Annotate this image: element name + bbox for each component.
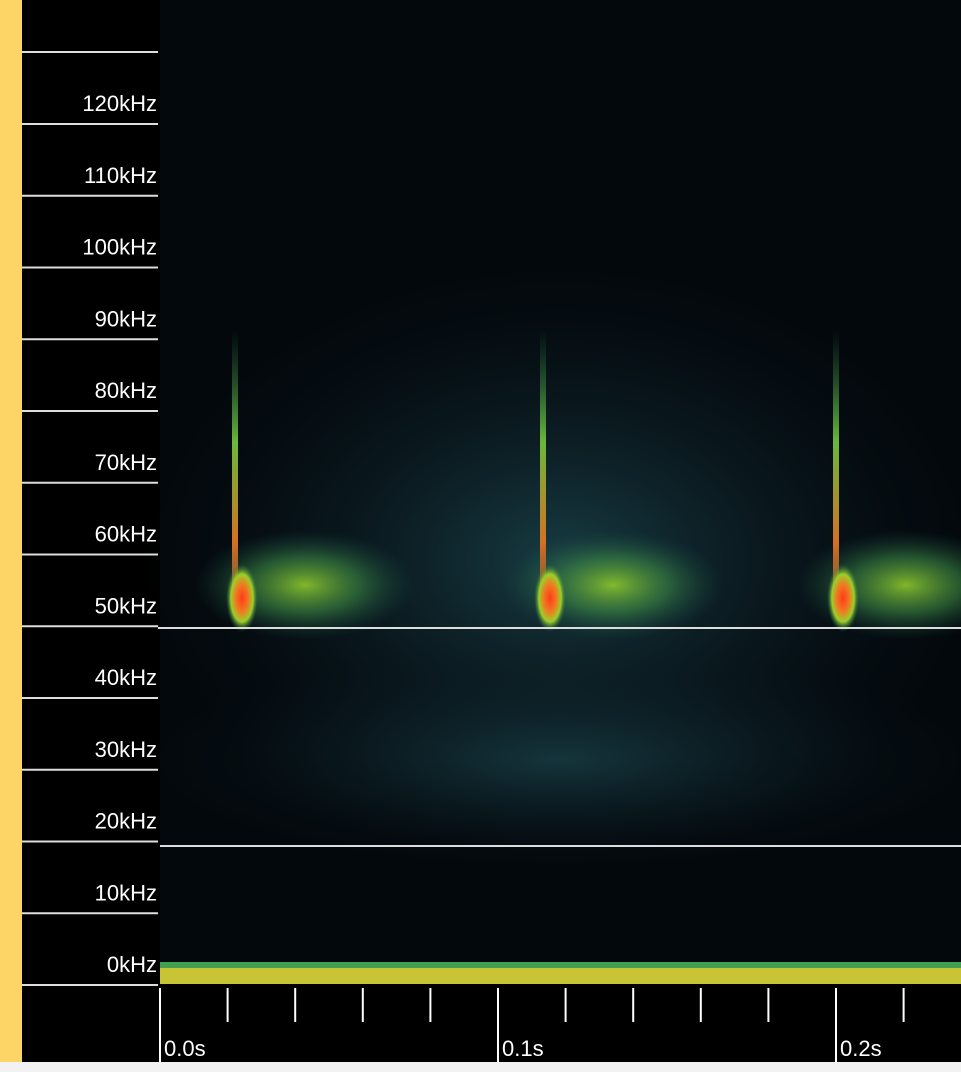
- frequency-label: 80kHz: [95, 378, 157, 403]
- baseline-band-top: [160, 962, 961, 968]
- frequency-label: 100kHz: [82, 235, 157, 260]
- frequency-label: 40kHz: [95, 665, 157, 690]
- frequency-label: 20kHz: [95, 809, 157, 834]
- call-sweep: [540, 330, 546, 610]
- frequency-label: 30kHz: [95, 737, 157, 762]
- frequency-label: 60kHz: [95, 522, 157, 547]
- call-sweep: [833, 330, 839, 610]
- time-label: 0.2s: [840, 1036, 882, 1061]
- frequency-label: 50kHz: [95, 593, 157, 618]
- frequency-label: 70kHz: [95, 450, 157, 475]
- time-label: 0.1s: [502, 1036, 544, 1061]
- call-core: [226, 564, 258, 632]
- frequency-label: 110kHz: [84, 163, 157, 188]
- call-core: [534, 564, 566, 632]
- side-strip: [0, 0, 22, 1062]
- frequency-label: 0kHz: [107, 952, 157, 977]
- call-sweep: [232, 330, 238, 610]
- call-core: [827, 564, 859, 632]
- frequency-label: 10kHz: [95, 880, 157, 905]
- spectrogram-image: [140, 260, 961, 870]
- frequency-label: 120kHz: [82, 91, 157, 116]
- time-label: 0.0s: [164, 1036, 206, 1061]
- frequency-label: 90kHz: [95, 306, 157, 331]
- bottom-bar: [0, 1062, 961, 1072]
